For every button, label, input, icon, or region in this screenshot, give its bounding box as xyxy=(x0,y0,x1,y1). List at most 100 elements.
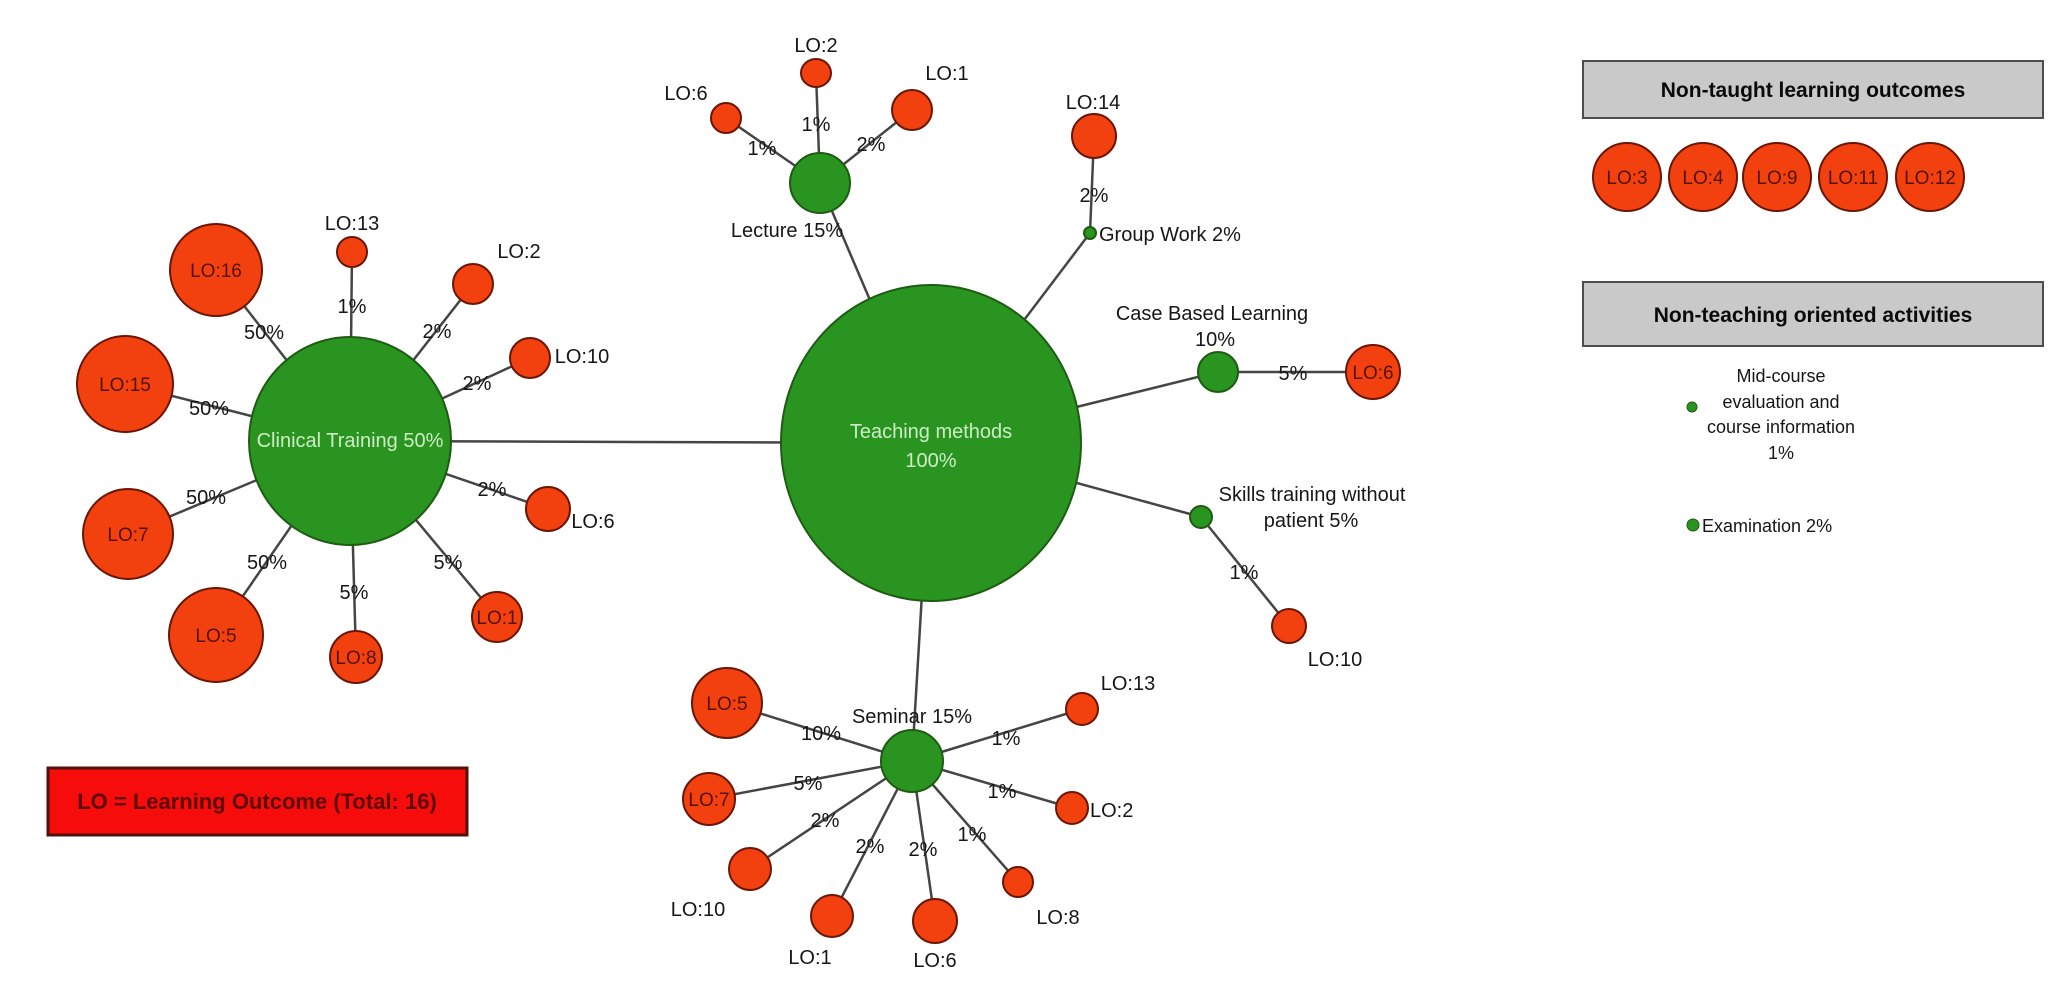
clinical-lo2-pct: 2% xyxy=(423,321,452,343)
seminar-label: Seminar 15% xyxy=(852,706,972,728)
node-seminar-lo13 xyxy=(1065,692,1099,726)
node-clinical-lo13 xyxy=(336,236,368,268)
seminar-lo5-pct: 10% xyxy=(801,723,841,745)
node-nontaught-lo9 xyxy=(1742,142,1812,212)
seminar-lo1-pct: 2% xyxy=(856,836,885,858)
edge-seminar-lo10 xyxy=(749,759,913,871)
non-teaching-header-label: Non-teaching oriented activities xyxy=(1654,304,1973,327)
skills-label-line2: patient 5% xyxy=(1264,510,1359,532)
clinical-lo16-pct: 50% xyxy=(244,322,284,344)
clinical-lo13-pct: 1% xyxy=(338,296,367,318)
evaluation-label-line4: 1% xyxy=(1768,443,1794,463)
edge-skills-lo10 xyxy=(1200,516,1290,627)
legend-label: LO = Learning Outcome (Total: 16) xyxy=(77,789,437,814)
evaluation-label-line1: Mid-course xyxy=(1736,366,1825,386)
seminar-lo13-label: LO:13 xyxy=(1101,673,1155,695)
node-lecture-lo2 xyxy=(800,58,832,88)
non-teaching-header-box xyxy=(1582,281,2044,347)
clinical-lo7-pct: 50% xyxy=(186,487,226,509)
node-clinical-lo10 xyxy=(509,337,551,379)
node-teaching-methods xyxy=(780,284,1082,602)
node-clinical-lo5 xyxy=(168,587,264,683)
node-skills-training xyxy=(1189,505,1213,529)
case-based-label: Case Based Learning xyxy=(1116,303,1308,325)
clinical-lo5-pct: 50% xyxy=(247,552,287,574)
evaluation-label-line2: evaluation and xyxy=(1722,392,1839,412)
clinical-training-label: Clinical Training 50% xyxy=(257,430,444,452)
edge-seminar-lo7 xyxy=(708,759,913,801)
seminar-lo10-pct: 2% xyxy=(811,810,840,832)
node-seminar-lo2 xyxy=(1055,791,1089,825)
seminar-lo8-label: LO:8 xyxy=(1036,907,1079,929)
seminar-lo13-pct: 1% xyxy=(992,728,1021,750)
node-nontaught-lo11 xyxy=(1818,142,1888,212)
groupwork-lo14-label: LO:14 xyxy=(1066,92,1120,114)
node-casebased-lo6 xyxy=(1345,344,1401,400)
node-seminar xyxy=(880,729,944,793)
lecture-lo2-label: LO:2 xyxy=(794,35,837,57)
node-clinical-lo16 xyxy=(169,223,263,317)
nontaught-lo12-label: LO:12 xyxy=(1904,168,1956,189)
clinical-lo6-pct: 2% xyxy=(478,479,507,501)
seminar-lo6-label: LO:6 xyxy=(913,950,956,972)
lecture-lo1-pct: 2% xyxy=(857,134,886,156)
skills-lo10-label: LO:10 xyxy=(1308,649,1362,671)
non-teaching-panel: Non-teaching oriented activities Mid-cou… xyxy=(1582,281,2044,536)
node-clinical-lo8 xyxy=(329,630,383,684)
evaluation-label-line3: course information xyxy=(1707,417,1855,437)
lecture-lo1-label: LO:1 xyxy=(925,63,968,85)
node-clinical-lo1 xyxy=(471,591,523,643)
case-based-pct: 10% xyxy=(1195,329,1235,351)
node-case-based-learning xyxy=(1197,351,1239,393)
clinical-lo15-pct: 50% xyxy=(189,398,229,420)
node-lecture xyxy=(789,152,851,214)
examination-label: Examination 2% xyxy=(1702,516,1832,536)
nontaught-lo4-label: LO:4 xyxy=(1682,168,1724,189)
node-clinical-lo2 xyxy=(452,263,494,305)
node-seminar-lo6 xyxy=(912,898,958,944)
node-nontaught-lo3 xyxy=(1592,142,1662,212)
casebased-lo6-pct: 5% xyxy=(1279,363,1308,385)
examination-dot-icon xyxy=(1686,518,1700,532)
non-taught-header-label: Non-taught learning outcomes xyxy=(1661,79,1966,102)
casebased-lo6-label: LO:6 xyxy=(1352,363,1393,384)
nontaught-lo3-label: LO:3 xyxy=(1606,168,1647,189)
nontaught-lo11-label: LO:11 xyxy=(1828,168,1878,189)
nontaught-lo9-label: LO:9 xyxy=(1756,168,1797,189)
clinical-lo8-label: LO:8 xyxy=(335,648,376,669)
groupwork-lo14-pct: 2% xyxy=(1080,185,1109,207)
seminar-lo2-pct: 1% xyxy=(988,781,1017,803)
seminar-lo10-label: LO:10 xyxy=(671,899,725,921)
clinical-lo13-label: LO:13 xyxy=(325,213,379,235)
lecture-lo2-pct: 1% xyxy=(802,114,831,136)
node-clinical-lo6 xyxy=(525,486,571,532)
clinical-lo10-label: LO:10 xyxy=(555,346,609,368)
clinical-lo15-label: LO:15 xyxy=(99,375,151,396)
lecture-lo6-pct: 1% xyxy=(748,138,777,160)
clinical-lo2-label: LO:2 xyxy=(497,241,540,263)
node-skills-lo10 xyxy=(1271,608,1307,644)
seminar-lo1-label: LO:1 xyxy=(788,947,831,969)
node-clinical-lo7 xyxy=(82,488,174,580)
node-seminar-lo1 xyxy=(810,894,854,938)
clinical-lo6-label: LO:6 xyxy=(571,511,614,533)
skills-lo10-pct: 1% xyxy=(1230,562,1259,584)
labels: Teaching methods 100% Clinical Training … xyxy=(99,35,1406,972)
seminar-lo2-label: LO:2 xyxy=(1090,800,1133,822)
seminar-lo7-label: LO:7 xyxy=(688,790,729,811)
clinical-lo5-label: LO:5 xyxy=(195,626,236,647)
node-clinical-lo15 xyxy=(76,335,174,433)
legend-box xyxy=(46,766,469,837)
node-group-work xyxy=(1083,226,1097,240)
node-seminar-lo8 xyxy=(1002,866,1034,898)
seminar-lo7-pct: 5% xyxy=(794,773,823,795)
seminar-lo6-pct: 2% xyxy=(909,839,938,861)
teaching-methods-label-line2: 100% xyxy=(905,450,956,472)
node-clinical-training xyxy=(248,336,452,546)
clinical-lo8-pct: 5% xyxy=(340,582,369,604)
teaching-methods-label-line1: Teaching methods xyxy=(850,421,1012,443)
seminar-lo5-label: LO:5 xyxy=(706,694,747,715)
node-groupwork-lo14 xyxy=(1071,113,1117,159)
node-lecture-lo1 xyxy=(891,89,933,131)
